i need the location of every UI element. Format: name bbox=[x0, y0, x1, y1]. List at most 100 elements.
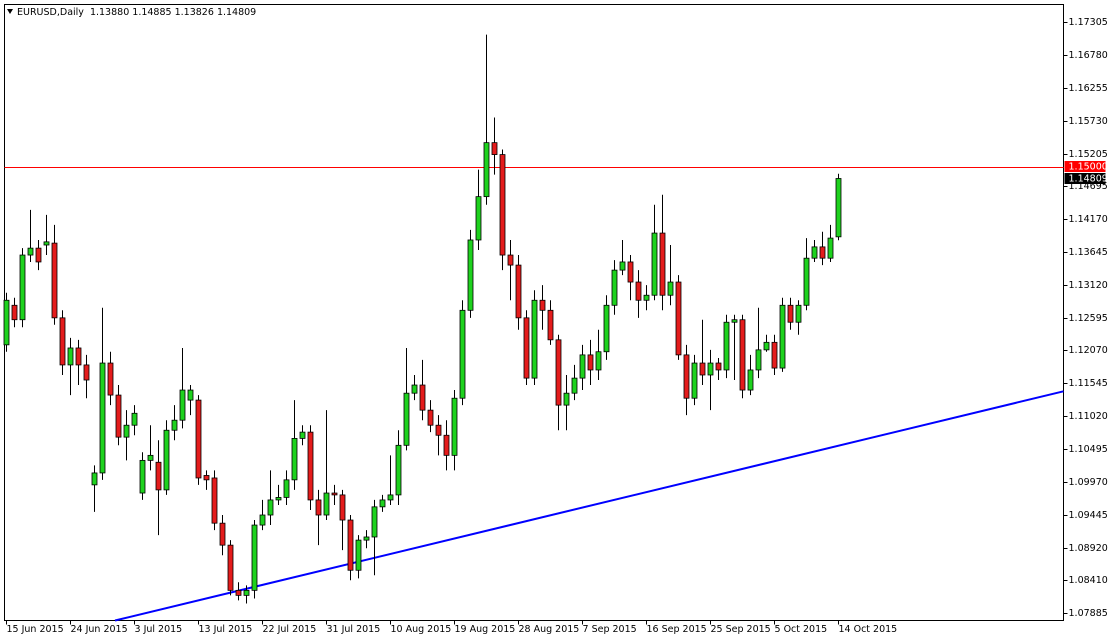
candle-body bbox=[163, 429, 170, 491]
candle-body bbox=[323, 492, 330, 516]
candle-body bbox=[115, 394, 122, 438]
candle-body bbox=[459, 309, 466, 399]
y-tick-label: 1.11545 bbox=[1069, 378, 1108, 389]
x-tick-label: 28 Aug 2015 bbox=[519, 624, 580, 635]
candle-body bbox=[619, 261, 626, 271]
y-tick-label: 1.14170 bbox=[1069, 214, 1108, 225]
candle-body bbox=[339, 494, 346, 521]
candle-body bbox=[427, 409, 434, 426]
y-tick-label: 1.14695 bbox=[1069, 181, 1108, 192]
candle-body bbox=[171, 419, 178, 431]
candle-body bbox=[731, 319, 738, 323]
candle-body bbox=[331, 492, 338, 496]
candle-body bbox=[747, 369, 754, 391]
x-tick-label: 16 Sep 2015 bbox=[647, 624, 707, 635]
x-tick-label: 22 Jul 2015 bbox=[263, 624, 317, 635]
open-label: 1.13880 bbox=[90, 7, 129, 18]
candle-body bbox=[579, 354, 586, 379]
candle-body bbox=[243, 589, 250, 596]
candle-body bbox=[227, 544, 234, 591]
candle-body bbox=[107, 362, 114, 396]
candle-body bbox=[291, 438, 298, 481]
candle-body bbox=[483, 142, 490, 198]
candle-body bbox=[691, 362, 698, 399]
candle-body bbox=[147, 454, 154, 461]
candle-body bbox=[11, 304, 18, 321]
y-tick-label: 1.11020 bbox=[1069, 411, 1108, 422]
y-tick-label: 1.16255 bbox=[1069, 83, 1108, 94]
candle-body bbox=[651, 232, 658, 296]
candle-body bbox=[275, 497, 282, 501]
level-price-label: 1.15000 bbox=[1069, 162, 1108, 173]
y-tick-label: 1.07885 bbox=[1069, 608, 1108, 619]
candle-body bbox=[59, 317, 66, 366]
candle-body bbox=[507, 254, 514, 266]
x-tick-label: 25 Sep 2015 bbox=[711, 624, 771, 635]
candle-body bbox=[715, 362, 722, 371]
candle-body bbox=[563, 392, 570, 406]
candle-body bbox=[395, 444, 402, 496]
candle-body bbox=[539, 299, 546, 311]
candle-body bbox=[251, 524, 258, 591]
candle-body bbox=[587, 354, 594, 371]
candle-body bbox=[675, 281, 682, 356]
candle-body bbox=[763, 341, 770, 351]
candle-body bbox=[475, 196, 482, 241]
x-tick-label: 7 Sep 2015 bbox=[583, 624, 637, 635]
symbol-title: EURUSD,Daily bbox=[17, 7, 84, 18]
candle-body bbox=[435, 424, 442, 436]
candle-body bbox=[219, 522, 226, 546]
x-tick-label: 10 Aug 2015 bbox=[391, 624, 452, 635]
candle-body bbox=[387, 494, 394, 501]
y-tick-label: 1.13645 bbox=[1069, 247, 1108, 258]
candle-body bbox=[571, 377, 578, 394]
candle-body bbox=[235, 589, 242, 596]
candle-body bbox=[371, 506, 378, 538]
x-tick-label: 24 Jun 2015 bbox=[71, 624, 128, 635]
x-tick-label: 3 Jul 2015 bbox=[135, 624, 183, 635]
candle-body bbox=[811, 246, 818, 259]
candle-body bbox=[643, 294, 650, 301]
candle-body bbox=[659, 232, 666, 296]
y-tick-label: 1.17305 bbox=[1069, 17, 1108, 28]
candle-body bbox=[523, 317, 530, 379]
candle-body bbox=[187, 389, 194, 401]
candle-body bbox=[819, 246, 826, 259]
candle-body bbox=[667, 281, 674, 296]
y-tick-label: 1.15205 bbox=[1069, 149, 1108, 160]
candle-body bbox=[131, 412, 138, 426]
candle-body bbox=[259, 514, 266, 526]
candle-body bbox=[83, 364, 90, 381]
candle-body bbox=[419, 384, 426, 411]
candle-body bbox=[603, 304, 610, 353]
candle-body bbox=[307, 431, 314, 501]
candle-body bbox=[19, 254, 26, 321]
candle-body bbox=[515, 264, 522, 319]
x-tick-label: 13 Jul 2015 bbox=[199, 624, 253, 635]
candle-body bbox=[67, 347, 74, 366]
level-price-box bbox=[1064, 161, 1106, 173]
y-tick-label: 1.08920 bbox=[1069, 543, 1108, 554]
menu-arrow[interactable] bbox=[7, 9, 13, 14]
candle-body bbox=[315, 499, 322, 516]
candle-body bbox=[363, 536, 370, 541]
trendline bbox=[114, 390, 1064, 622]
candle-body bbox=[3, 299, 10, 346]
candle-body bbox=[827, 237, 834, 259]
x-tick-label: 19 Aug 2015 bbox=[455, 624, 516, 635]
candle-body bbox=[547, 309, 554, 341]
candle-body bbox=[683, 354, 690, 399]
y-tick-label: 1.12070 bbox=[1069, 345, 1108, 356]
candle-body bbox=[411, 384, 418, 394]
candle-body bbox=[795, 304, 802, 323]
header: EURUSD,Daily 1.13880 1.14885 1.13826 1.1… bbox=[17, 7, 256, 18]
high-label: 1.14885 bbox=[132, 7, 171, 18]
candle-body bbox=[51, 242, 58, 319]
candle-body bbox=[451, 397, 458, 456]
candle-body bbox=[499, 154, 506, 256]
x-tick-label: 5 Oct 2015 bbox=[775, 624, 828, 635]
y-tick-label: 1.09445 bbox=[1069, 510, 1108, 521]
candle-body bbox=[803, 257, 810, 306]
